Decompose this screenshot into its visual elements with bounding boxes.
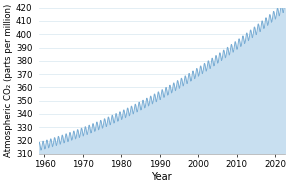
- X-axis label: Year: Year: [151, 172, 172, 182]
- Y-axis label: Atmospheric CO₂ (parts per million): Atmospheric CO₂ (parts per million): [4, 4, 13, 157]
